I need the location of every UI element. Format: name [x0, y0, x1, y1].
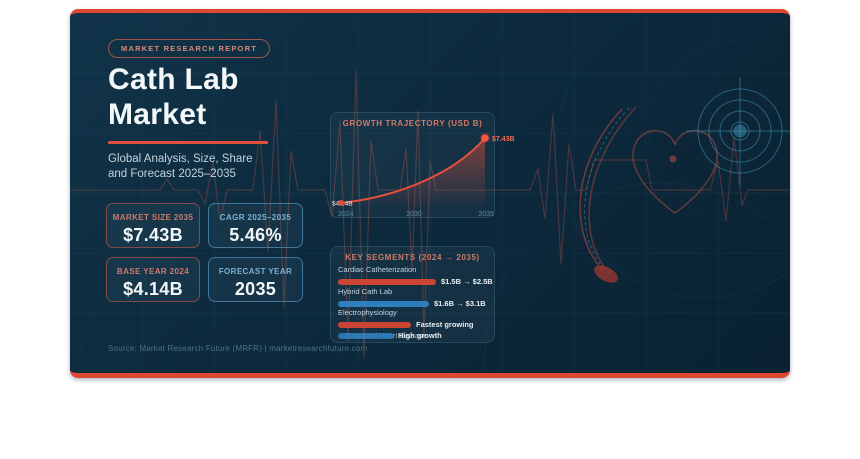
stat-label: CAGR 2025–2035: [219, 213, 292, 222]
segment-bar: [338, 321, 411, 328]
title-line2: Market: [108, 98, 207, 131]
report-badge: MARKET RESEARCH REPORT: [108, 39, 270, 58]
subtitle-line2: and Forecast 2025–2035: [108, 168, 236, 180]
page-title: Cath Lab Market: [108, 62, 239, 132]
growth-area: [341, 138, 485, 205]
segment-barline: Fastest growing: [338, 320, 496, 329]
segment-row: Hybrid Cath Lab $1.6B → $3.1B: [331, 287, 496, 308]
stat-value: 5.46%: [229, 225, 282, 245]
key-segments-panel: KEY SEGMENTS (2024 → 2035) Cardiac Cathe…: [330, 246, 495, 343]
segment-bar: [338, 333, 394, 339]
infographic-card: MARKET RESEARCH REPORT Cath Lab Market G…: [70, 9, 790, 378]
segment-label: Cardiac Catheterization: [338, 265, 417, 274]
stat-cards: MARKET SIZE 2035 $7.43B CAGR 2025–2035 5…: [106, 203, 303, 302]
faint-circles: [79, 13, 790, 373]
target-crosshair-icon: [686, 77, 790, 185]
segment-label: Hybrid Cath Lab: [338, 287, 393, 296]
segment-bar: [338, 300, 429, 307]
end-point-dot: [480, 133, 490, 143]
title-line1: Cath Lab: [108, 63, 239, 96]
segment-row: Structural Heart Disease High growth: [331, 329, 496, 343]
subtitle-line1: Global Analysis, Size, Share: [108, 153, 253, 165]
segment-bar: [338, 278, 436, 285]
x-tick-2030: 2030: [406, 211, 422, 218]
growth-curve: [340, 137, 486, 204]
key-segments-title: KEY SEGMENTS (2024 → 2035): [345, 253, 480, 262]
stat-card-base-year: BASE YEAR 2024 $4.14B: [106, 257, 200, 302]
catheter-icon: [579, 106, 637, 283]
x-tick-2024: 2024: [338, 211, 354, 218]
segment-value: High growth: [398, 331, 442, 340]
stat-label: FORECAST YEAR: [218, 267, 293, 276]
stat-value: $4.14B: [123, 279, 183, 299]
segment-barline: $1.5B → $2.5B: [338, 277, 496, 286]
title-underline: [108, 141, 268, 144]
start-point-dot: [338, 200, 344, 206]
growth-chart: $4.14B $7.43B 2024 2030 2035: [332, 133, 515, 218]
stat-card-forecast-year: FORECAST YEAR 2035: [208, 257, 303, 302]
segment-barline: $1.6B → $3.1B: [338, 299, 496, 308]
growth-chart-title: GROWTH TRAJECTORY (USD B): [342, 119, 483, 128]
source-attribution: Source: Market Research Future (MRFR) | …: [108, 344, 368, 353]
segment-value: Fastest growing: [416, 320, 474, 329]
segment-label: Electrophysiology: [338, 308, 397, 317]
stat-label: BASE YEAR 2024: [116, 267, 190, 276]
stat-value: $7.43B: [123, 225, 183, 245]
stat-value: 2035: [234, 279, 277, 299]
x-tick-2035: 2035: [478, 211, 494, 218]
grid-lines: [70, 13, 790, 373]
background-decorations: [70, 13, 790, 373]
growth-chart-panel: GROWTH TRAJECTORY (USD B) $4.14B $7.43B …: [330, 112, 515, 218]
segment-row: Electrophysiology Fastest growing: [331, 308, 496, 329]
stat-label: MARKET SIZE 2035: [112, 213, 194, 222]
subtitle: Global Analysis, Size, Share and Forecas…: [108, 152, 252, 182]
segment-row: Cardiac Catheterization $1.5B → $2.5B: [331, 265, 496, 286]
stat-card-cagr: CAGR 2025–2035 5.46%: [208, 203, 303, 248]
stat-card-market-size: MARKET SIZE 2035 $7.43B: [106, 203, 200, 248]
segment-value: $1.5B → $2.5B: [441, 277, 493, 286]
heart-outline-icon: [632, 129, 718, 214]
segment-value: $1.6B → $3.1B: [434, 299, 486, 308]
end-point-label: $7.43B: [492, 136, 515, 143]
